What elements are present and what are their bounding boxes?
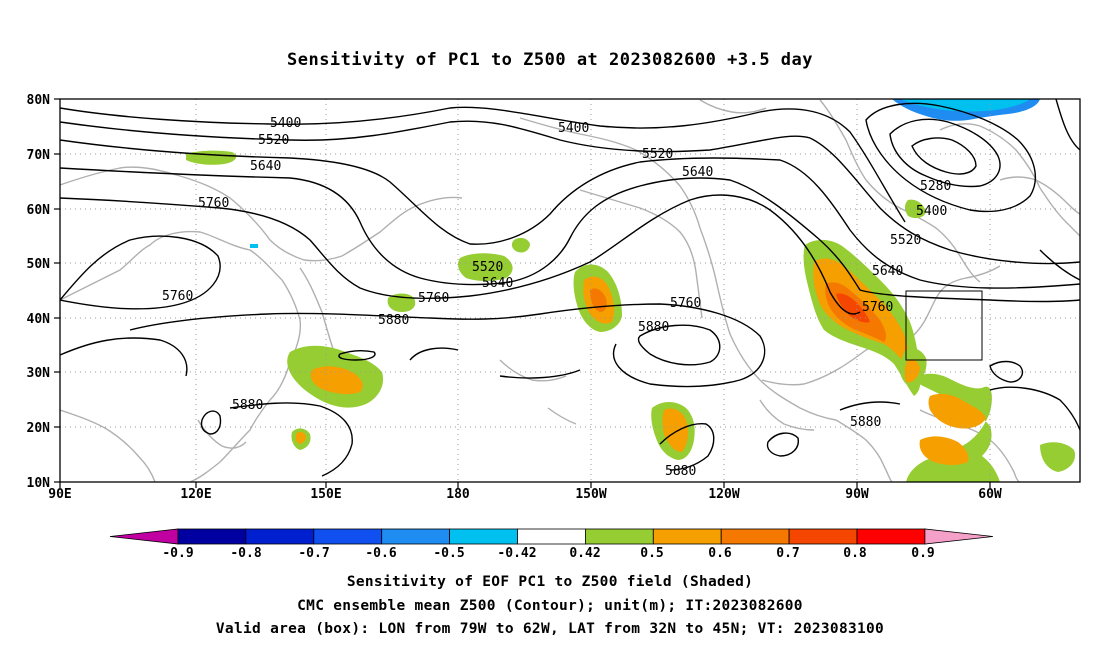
contour-label: 5760 [198, 196, 229, 211]
colorbar-cell [381, 528, 451, 545]
lat-tick-label: 50N [27, 257, 51, 272]
colorbar-cell [177, 528, 247, 545]
colorbar-cell [449, 528, 518, 545]
lon-tick-label: 60W [978, 487, 1002, 502]
contour-label: 5760 [162, 289, 193, 304]
colorbar-label: -0.7 [298, 546, 329, 561]
lat-tick-label: 80N [27, 93, 51, 108]
contour-label: 5880 [232, 398, 263, 413]
caption-shading: Sensitivity of EOF PC1 to Z500 field (Sh… [346, 574, 754, 590]
lat-tick-label: 70N [27, 148, 51, 163]
colorbar-cell [856, 528, 926, 545]
lat-tick-label: 60N [27, 203, 51, 218]
lat-tick-label: 30N [27, 366, 51, 381]
colorbar-cell [788, 528, 858, 545]
lat-tick-label: 20N [27, 421, 51, 436]
colorbar-cell [109, 528, 179, 545]
lon-tick-label: 120E [180, 487, 211, 502]
sensitivity-shading [186, 99, 1076, 482]
valid-area-box [905, 290, 983, 361]
contour-label: 5880 [665, 464, 696, 479]
colorbar-cell [585, 528, 654, 545]
lon-tick-label: 150E [310, 487, 341, 502]
colorbar-label: -0.9 [162, 546, 193, 561]
contour-label: 5880 [638, 320, 669, 335]
contour-label: 5520 [472, 260, 503, 275]
colorbar-cell [720, 528, 790, 545]
caption-contour: CMC ensemble mean Z500 (Contour); unit(m… [297, 598, 803, 614]
contour-label: 5280 [920, 179, 951, 194]
colorbar-label: 0.8 [843, 546, 867, 561]
contour-label: 5640 [482, 276, 513, 291]
axis-ticks [54, 98, 991, 488]
colorbar-label: -0.8 [230, 546, 261, 561]
colorbar-label: 0.42 [569, 546, 600, 561]
contour-label: 5640 [250, 159, 281, 174]
colorbar-label: 0.6 [708, 546, 732, 561]
colorbar-labels: -0.9 -0.8 -0.7 -0.6 -0.5 -0.42 0.42 0.5 … [162, 546, 934, 561]
lon-tick-label: 180 [446, 487, 470, 502]
colorbar-cell [313, 528, 383, 545]
contour-label: 5520 [642, 147, 673, 162]
colorbar-cell [245, 528, 315, 545]
colorbar-label: -0.5 [433, 546, 464, 561]
contour-label-layer: 5400 5400 5520 5520 5520 5520 5640 5640 … [162, 116, 951, 479]
contour-label: 5400 [916, 204, 947, 219]
colorbar [109, 528, 993, 545]
contour-label: 5400 [558, 121, 589, 136]
lat-tick-label: 40N [27, 312, 51, 327]
contour-label: 5760 [862, 300, 893, 315]
contour-label: 5520 [258, 133, 289, 148]
contour-label: 5400 [270, 116, 301, 131]
colorbar-label: -0.42 [497, 546, 536, 561]
colorbar-cell [924, 528, 993, 545]
map-frame [59, 98, 1081, 483]
lon-tick-label: 150W [575, 487, 606, 502]
contour-label: 5880 [850, 415, 881, 430]
colorbar-label: -0.6 [365, 546, 396, 561]
contour-label: 5640 [682, 165, 713, 180]
colorbar-label: 0.7 [776, 546, 799, 561]
caption-valid-area: Valid area (box): LON from 79W to 62W, L… [215, 621, 885, 637]
lon-tick-label: 120W [708, 487, 739, 502]
lat-tick-label: 10N [27, 476, 51, 491]
z500-contours [60, 99, 1080, 477]
colorbar-label: 0.9 [911, 546, 934, 561]
colorbar-cell [652, 528, 722, 545]
plot-title: Sensitivity of PC1 to Z500 at 2023082600… [286, 50, 813, 70]
lon-tick-label: 90W [845, 487, 869, 502]
contour-label: 5520 [890, 233, 921, 248]
contour-label: 5880 [378, 313, 409, 328]
contour-label: 5640 [872, 264, 903, 279]
lon-labels: 90E 120E 150E 180 150W 120W 90W 60W [48, 487, 1002, 502]
lat-labels: 80N 70N 60N 50N 40N 30N 20N 10N [27, 93, 51, 491]
lon-tick-label: 90E [48, 487, 71, 502]
colorbar-cell [517, 528, 586, 545]
coastlines [60, 99, 1080, 482]
contour-label: 5760 [670, 296, 701, 311]
colorbar-label: 0.5 [640, 546, 663, 561]
contour-label: 5760 [418, 291, 449, 306]
